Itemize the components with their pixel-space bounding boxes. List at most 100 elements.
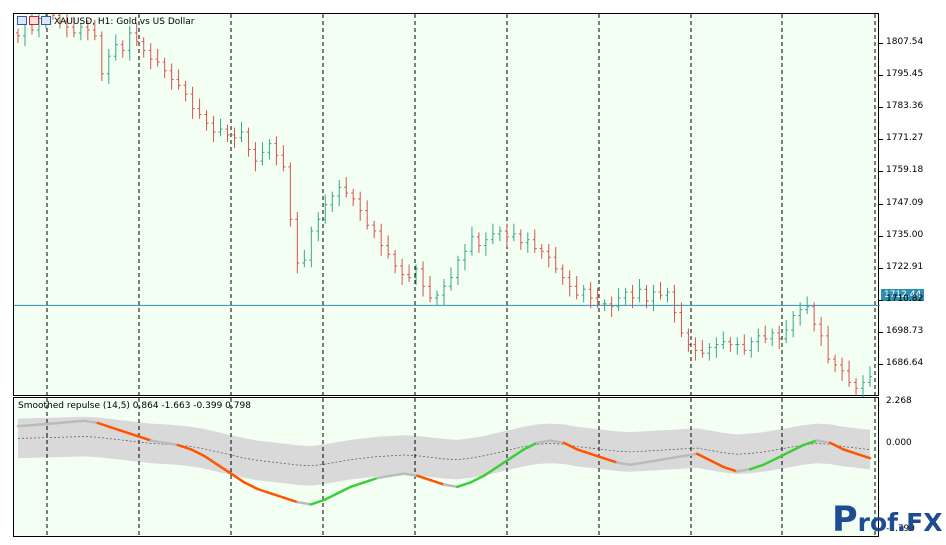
indicator-segment: [469, 474, 486, 484]
indicator-segment: [136, 434, 153, 442]
watermark-text: rof.FX: [857, 508, 943, 537]
indicator-segment: [615, 461, 632, 467]
price-tick-label: 1735.00: [886, 229, 924, 240]
indicator-segment: [296, 500, 313, 506]
indicator-segment: [189, 448, 206, 458]
indicator-segment: [43, 421, 60, 426]
indicator-segment: [815, 439, 832, 445]
indicator-segment: [562, 441, 579, 451]
watermark-letter: P: [832, 500, 858, 540]
indicator-segment: [30, 422, 46, 427]
indicator-segment: [109, 426, 126, 434]
indicator-segment: [269, 492, 286, 500]
indicator-segment: [56, 420, 73, 425]
indicator-segment: [509, 448, 526, 460]
indicator-segment: [855, 452, 872, 460]
indicator-chart: [16, 398, 876, 538]
indicator-segment: [376, 474, 392, 480]
indicator-segment: [123, 430, 140, 438]
indicator-segment: [748, 463, 765, 471]
price-tick: [879, 171, 883, 173]
indicator-segment: [96, 421, 113, 429]
indicator-segment: [722, 465, 739, 473]
price-tick: [879, 43, 883, 44]
indicator-segment: [362, 476, 379, 484]
price-tick: [879, 107, 883, 109]
indicator-segment: [788, 443, 805, 453]
indicator-segment: [682, 452, 699, 458]
indicator-segment: [735, 467, 752, 473]
chart-window-icon-2: [41, 16, 51, 25]
indicator-segment: [149, 439, 166, 445]
indicator-segment: [669, 454, 685, 460]
indicator-tick-label: 2.268: [886, 396, 912, 406]
indicator-title: Smoothed repulse (14,5) 0.864 -1.663 -0.…: [18, 401, 251, 411]
indicator-segment: [828, 441, 845, 451]
indicator-segment: [256, 487, 273, 495]
price-tick-label: 1771.27: [886, 133, 924, 144]
indicator-segment: [575, 448, 592, 456]
indicator-segment: [389, 472, 406, 478]
price-tick: [879, 364, 883, 365]
indicator-segment: [283, 496, 299, 504]
indicator-panel[interactable]: [13, 397, 879, 538]
price-tick: [879, 267, 883, 269]
price-tick-label: 1698.73: [886, 325, 924, 336]
indicator-segment: [629, 461, 645, 467]
indicator-segment: [442, 483, 459, 489]
indicator-segment: [322, 492, 339, 502]
indicator-segment: [775, 450, 792, 460]
indicator-segment: [416, 474, 432, 482]
indicator-signal-line: [17, 436, 871, 467]
indicator-segment: [642, 459, 659, 464]
indicator-segment: [349, 481, 366, 489]
indicator-segment: [16, 423, 33, 428]
price-tick: [879, 331, 883, 333]
indicator-segment: [842, 448, 858, 456]
price-tick-label: 1807.54: [886, 37, 924, 47]
indicator-segment: [522, 441, 539, 451]
indicator-segment: [83, 419, 100, 425]
price-tick-label: 1747.09: [886, 197, 924, 208]
price-tick-label: 1710.82: [886, 293, 924, 304]
indicator-segment: [655, 456, 672, 462]
current-price-tag: 1712.44: [881, 289, 925, 301]
indicator-segment: [229, 472, 246, 484]
price-tick: [879, 203, 883, 205]
indicator-segment: [176, 443, 193, 451]
price-tick-label: 1722.91: [886, 261, 924, 272]
indicator-segment: [429, 478, 446, 486]
indicator-segment: [402, 472, 419, 478]
chart-title: XAUUSD, H1: Gold vs US Dollar: [54, 17, 195, 27]
indicator-segment: [496, 456, 512, 469]
indicator-segment: [309, 498, 326, 506]
indicator-segment: [549, 439, 566, 445]
price-tick: [879, 75, 883, 77]
indicator-segment: [535, 439, 552, 445]
chart-window-icon: [17, 16, 27, 25]
price-tick-label: 1686.64: [886, 358, 924, 368]
chart-window-icon-alt: [29, 16, 39, 25]
main-chart-panel[interactable]: [13, 13, 880, 397]
price-tick-label: 1795.45: [886, 69, 924, 80]
price-tick: [879, 235, 883, 237]
indicator-segment: [602, 456, 619, 464]
indicator-segment: [589, 452, 605, 460]
watermark-logo: Prof.FX: [832, 500, 943, 540]
candlestick-chart: [14, 14, 880, 397]
indicator-segment: [70, 419, 86, 424]
indicator-segment: [336, 485, 353, 495]
price-tick-label: 1783.36: [886, 101, 924, 112]
price-tick-label: 1759.18: [886, 165, 924, 176]
price-tick: [879, 139, 883, 141]
indicator-segment: [802, 439, 818, 447]
indicator-segment: [456, 481, 472, 489]
indicator-tick-label: -2.799: [886, 524, 916, 534]
indicator-tick-label: 0.000: [886, 438, 912, 448]
indicator-segment: [695, 452, 712, 462]
indicator-segment: [762, 456, 779, 467]
price-tick: [879, 299, 883, 301]
indicator-segment: [203, 454, 219, 467]
indicator-segment: [163, 441, 179, 447]
indicator-segment: [243, 481, 259, 491]
